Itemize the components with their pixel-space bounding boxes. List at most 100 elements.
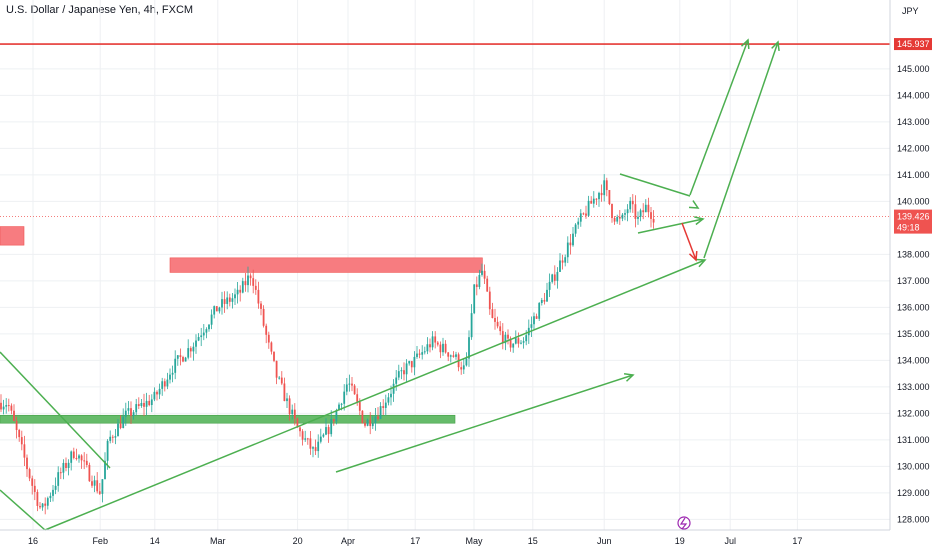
y-tick-label: 137.000: [897, 276, 930, 286]
candle-body: [273, 351, 275, 361]
y-tick-label: 132.000: [897, 408, 930, 418]
candle-body: [249, 275, 252, 279]
y-tick-label: 134.000: [897, 355, 930, 365]
candle-body: [93, 480, 96, 486]
candle-body: [44, 503, 47, 506]
x-tick-label: May: [465, 536, 483, 546]
candle-body: [405, 363, 408, 375]
candle-body: [179, 355, 182, 358]
candle-body: [481, 270, 483, 275]
candle-body: [351, 383, 353, 386]
bullish-arrow-2-head: [771, 40, 780, 52]
candle-body: [239, 289, 242, 293]
triangle-head-upper: [688, 200, 700, 209]
candle-body: [319, 436, 322, 442]
candle-body: [449, 355, 452, 357]
candle-body: [478, 274, 481, 287]
candle-body: [226, 297, 229, 304]
candle-body: [312, 447, 314, 449]
candle-body: [582, 213, 585, 215]
candle-body: [462, 365, 465, 370]
candle-body: [514, 338, 517, 344]
triangle-head-lower: [694, 216, 705, 226]
candle-body: [548, 281, 551, 290]
candle-body: [473, 284, 476, 314]
candle-body: [322, 434, 325, 437]
y-tick-label: 141.000: [897, 170, 930, 180]
candle-body: [436, 342, 439, 345]
candle-body: [616, 216, 619, 222]
candle-body: [119, 423, 122, 429]
candle-body: [540, 299, 543, 304]
x-tick-label: Mar: [210, 536, 226, 546]
candle-body: [137, 404, 140, 406]
candle-body: [52, 489, 54, 496]
candle-body: [296, 418, 299, 428]
bar-countdown: 49:18: [897, 223, 920, 233]
candle-body: [288, 398, 291, 415]
drawings-layer: [0, 38, 780, 531]
y-tick-label: 145.000: [897, 64, 930, 74]
mid-trend-arrow-head: [623, 373, 635, 382]
candle-body: [197, 337, 200, 341]
candle-body: [626, 209, 629, 214]
y-tick-label: 138.000: [897, 249, 930, 259]
candle-body: [491, 309, 494, 318]
candle-body: [652, 218, 655, 223]
y-tick-label: 135.000: [897, 329, 930, 339]
resistance-price-tag-bg: [894, 38, 932, 51]
candle-body: [280, 377, 283, 384]
candle-body: [600, 192, 603, 196]
support-zone: [0, 414, 456, 424]
currency-label: JPY: [902, 6, 919, 16]
candle-body: [327, 427, 330, 435]
x-tick-label: Jul: [724, 536, 736, 546]
candle-body: [507, 334, 509, 339]
candle-body: [306, 438, 309, 440]
candle-body: [637, 216, 639, 219]
bearish-arrow-head: [688, 250, 698, 262]
bearish-arrow: [681, 222, 697, 261]
y-tick-label: 129.000: [897, 488, 930, 498]
candle-body: [509, 338, 512, 348]
candle-body: [546, 289, 548, 302]
candle-body: [96, 480, 99, 492]
candle-body: [192, 346, 195, 352]
candle-body: [228, 297, 231, 302]
candle-body: [512, 343, 515, 348]
candle-body: [283, 383, 286, 402]
candle-body: [293, 409, 296, 419]
candle-body: [72, 451, 75, 458]
candle-body: [468, 337, 470, 359]
candle-body: [631, 200, 634, 205]
candle-body: [408, 361, 411, 364]
lightning-icon: [677, 516, 691, 530]
candle-body: [13, 410, 15, 421]
candle-body: [335, 410, 338, 422]
candle-body: [585, 213, 587, 216]
candle-body: [444, 343, 447, 353]
candle-body: [387, 397, 390, 403]
candle-body: [569, 242, 572, 246]
candle-body: [416, 353, 418, 357]
candle-body: [343, 391, 346, 404]
candle-body: [413, 356, 416, 368]
candle-body: [254, 285, 257, 290]
candle-body: [577, 221, 580, 225]
candle-body: [520, 342, 522, 344]
candle-body: [517, 338, 520, 344]
candle-body: [587, 200, 590, 216]
x-tick-label: Feb: [92, 536, 108, 546]
mid-trend-arrow: [335, 374, 634, 473]
candle-body: [304, 438, 307, 440]
candle-body: [189, 348, 192, 352]
resistance-zone: [169, 257, 483, 273]
long-trend-arrow: [44, 259, 706, 531]
candle-body: [247, 275, 249, 286]
price-axis: 145.000 144.000 143.000 142.000 141.000 140.0…: [0, 0, 932, 531]
candle-body: [210, 314, 213, 325]
candle-body: [124, 410, 127, 417]
candle-body: [650, 212, 652, 219]
candle-body: [603, 180, 606, 196]
